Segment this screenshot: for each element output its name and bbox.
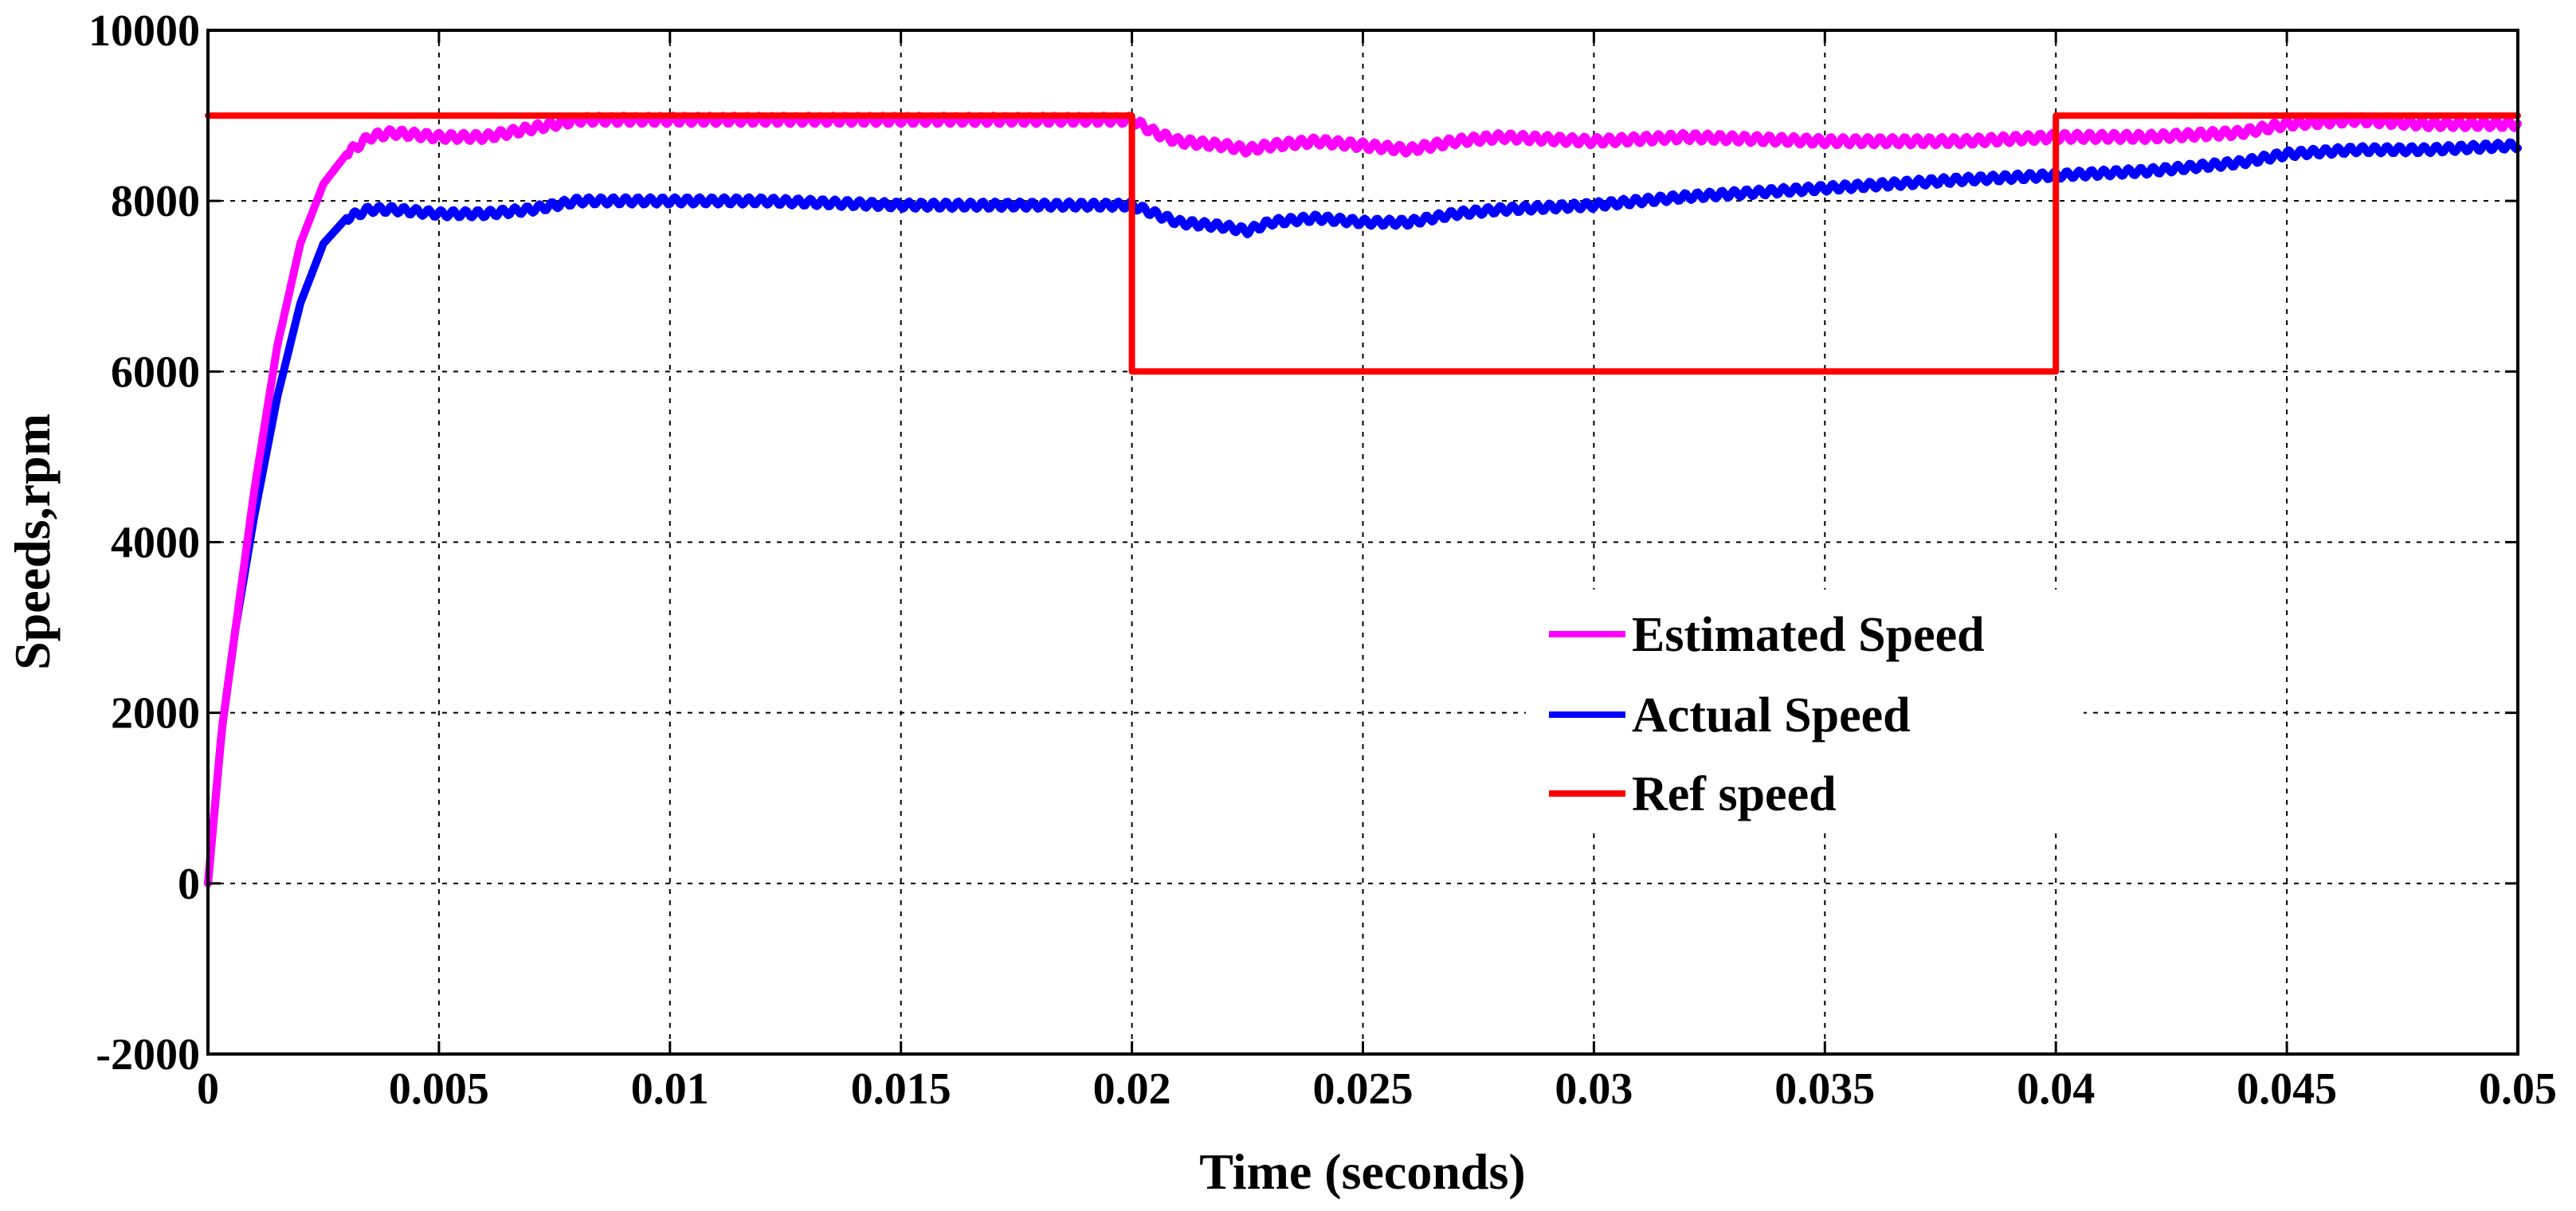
grid — [208, 30, 2518, 1054]
y-tick-label: -2000 — [96, 1030, 200, 1080]
tick-labels: 0 0.005 0.01 0.015 0.02 0.025 0.03 0.035 0.04 0.0… — [88, 6, 2557, 1114]
y-tick-label: 0 — [178, 860, 200, 909]
x-tick-label: 0.02 — [1093, 1064, 1171, 1114]
x-tick-label: 0.05 — [2479, 1064, 2557, 1114]
series-line-estimated-speed — [204, 112, 2522, 888]
ticks — [206, 29, 2519, 1056]
x-tick-label: 0 — [197, 1064, 219, 1114]
y-tick-label: 8000 — [111, 177, 200, 226]
x-axis-label: Time (seconds) — [1199, 1143, 1525, 1200]
y-tick-label: 10000 — [88, 6, 200, 56]
legend-label-ref-speed: Ref speed — [1632, 767, 1837, 821]
x-tick-label: 0.04 — [2017, 1064, 2095, 1114]
legend-label-estimated-speed: Estimated Speed — [1632, 608, 1985, 662]
x-tick-label: 0.005 — [389, 1064, 489, 1114]
x-tick-label: 0.045 — [2237, 1064, 2337, 1114]
x-tick-label: 0.03 — [1555, 1064, 1633, 1114]
series-line-actual-speed — [204, 138, 2522, 888]
y-tick-label: 6000 — [111, 347, 200, 397]
legend: Estimated Speed Actual Speed Ref speed — [1526, 590, 2084, 829]
legend-box — [1526, 590, 2084, 829]
y-axis-label: Speeds,rpm — [4, 413, 61, 670]
y-tick-label: 2000 — [111, 689, 200, 739]
legend-label-actual-speed: Actual Speed — [1632, 688, 1911, 743]
x-tick-label: 0.01 — [631, 1064, 709, 1114]
series-line-ref-speed — [205, 112, 2521, 375]
x-tick-label: 0.035 — [1774, 1064, 1875, 1114]
x-tick-label: 0.015 — [851, 1064, 951, 1114]
x-tick-label: 0.025 — [1313, 1064, 1413, 1114]
plot-area — [204, 112, 2522, 888]
y-tick-label: 4000 — [111, 519, 200, 568]
